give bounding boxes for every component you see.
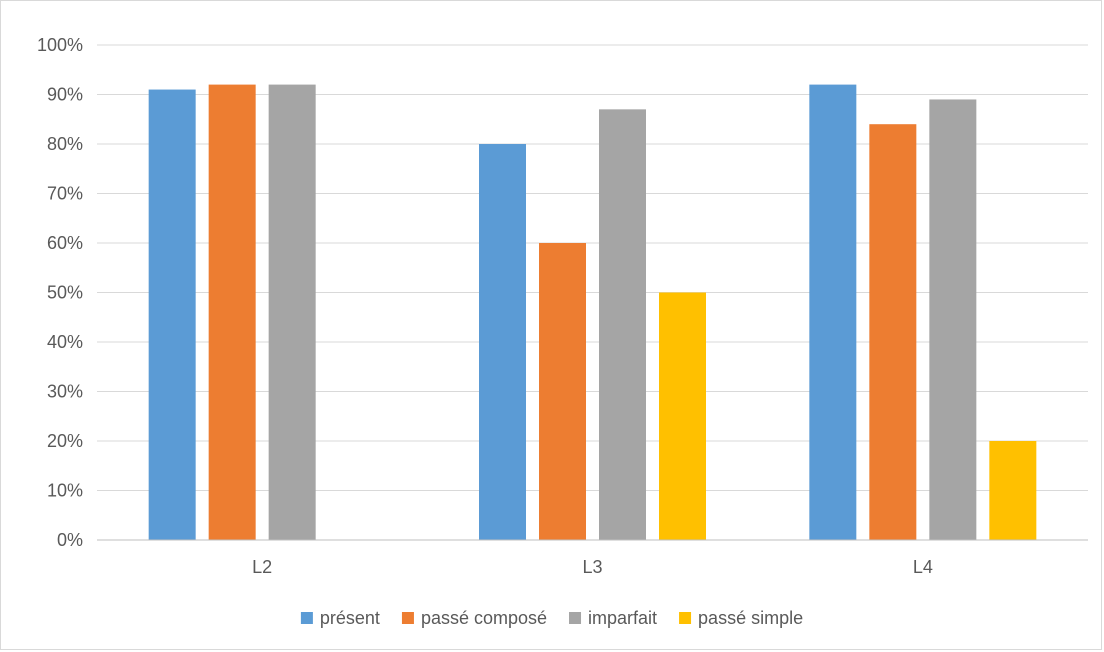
legend: présent passé composé imparfait passé simpl… (300, 608, 803, 628)
legend-swatch (679, 612, 692, 624)
y-tick-label: 0% (57, 530, 83, 550)
y-tick-label: 100% (37, 35, 83, 55)
bar-présent-L2 (148, 89, 196, 541)
bar-passé-simple-L3 (659, 292, 706, 540)
legend-label: imparfait (588, 608, 657, 628)
y-tick-label: 60% (47, 233, 83, 253)
x-tick-label: L3 (582, 557, 602, 577)
legend-item: passé composé (401, 608, 547, 628)
bar-présent-L4 (809, 84, 857, 540)
legend-item: passé simple (679, 608, 803, 628)
bar-imparfait-L4 (929, 99, 977, 540)
legend-swatch (569, 612, 582, 624)
bars (148, 84, 1037, 541)
legend-swatch (401, 612, 414, 624)
legend-swatch (300, 612, 313, 624)
axes: 0% 10% 20% 30% 40% 50% 60% 70% 80% 90% 100% L2 L3 L4 (37, 35, 1088, 577)
y-tick-label: 10% (47, 481, 83, 501)
legend-label: présent (320, 608, 380, 628)
x-tick-label: L4 (913, 557, 933, 577)
legend-item: imparfait (569, 608, 657, 628)
bar-passé-simple-L4 (989, 441, 1037, 540)
y-tick-label: 70% (47, 184, 83, 204)
bar-passé-composé-L4 (869, 124, 917, 540)
bar-passé-composé-L3 (539, 243, 586, 540)
y-tick-label: 40% (47, 332, 83, 352)
bar-présent-L3 (479, 144, 526, 540)
x-tick-label: L2 (252, 557, 272, 577)
legend-label: passé simple (698, 608, 803, 628)
y-tick-label: 50% (47, 283, 83, 303)
bar-passé-composé-L2 (208, 84, 256, 540)
gridlines (97, 44, 1088, 491)
bar-imparfait-L2 (268, 84, 316, 540)
bar-imparfait-L3 (599, 109, 646, 540)
legend-item: présent (300, 608, 380, 628)
legend-label: passé composé (421, 608, 547, 628)
y-tick-label: 80% (47, 134, 83, 154)
y-tick-label: 20% (47, 431, 83, 451)
y-tick-label: 90% (47, 85, 83, 105)
y-tick-label: 30% (47, 382, 83, 402)
